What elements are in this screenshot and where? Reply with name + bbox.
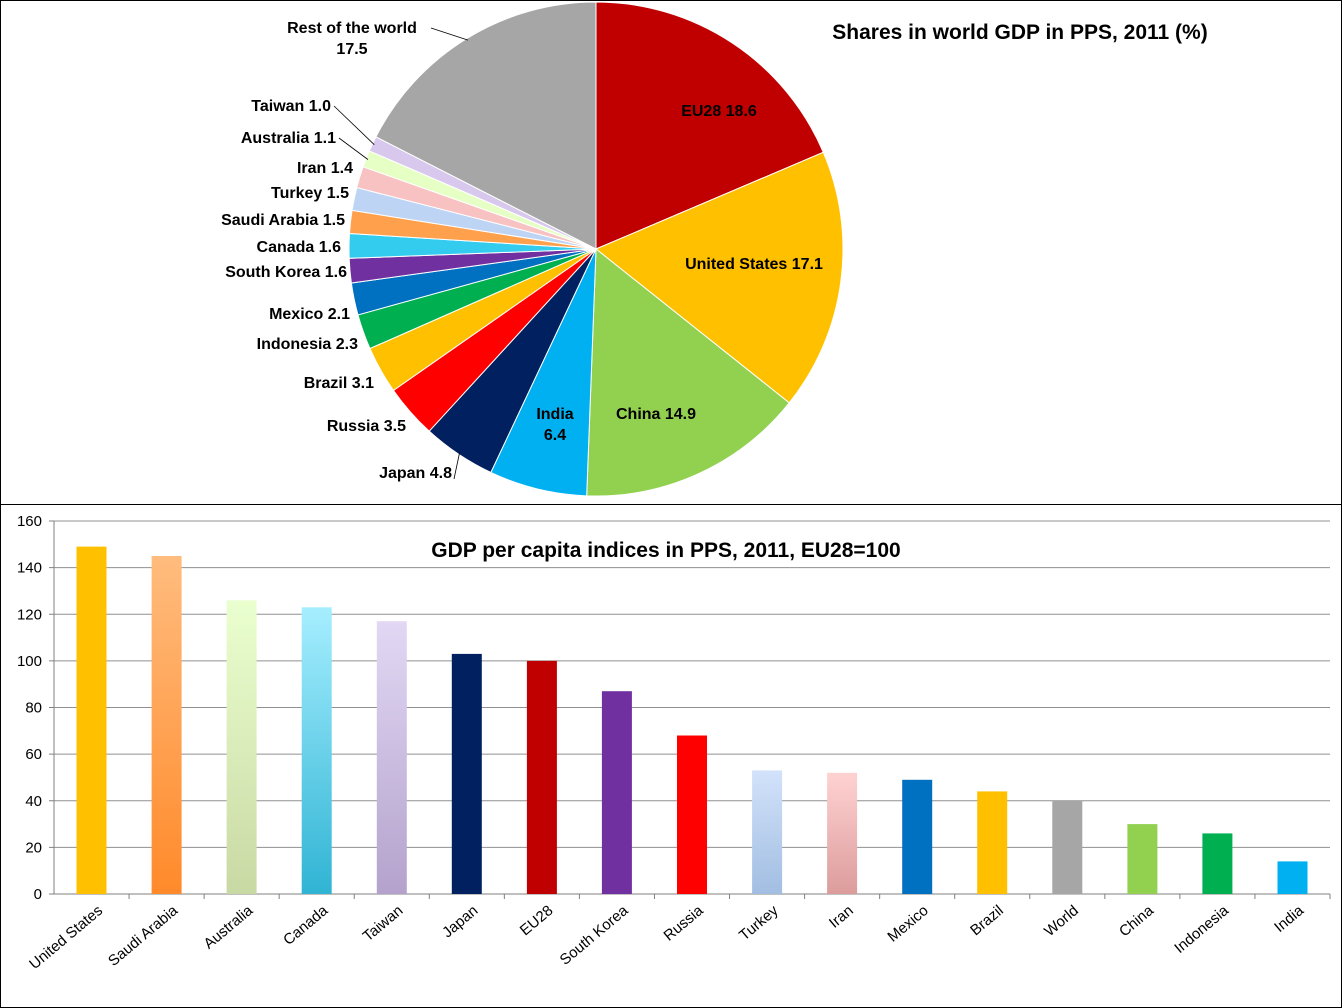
x-tick-label-united-states: United States [26,902,106,973]
bar-eu28 [526,660,557,894]
pie-chart-panel: Shares in world GDP in PPS, 2011 (%) EU2… [0,0,1342,505]
pie-label-eu28: EU28 18.6 [681,103,757,120]
bar-taiwan [376,621,407,894]
y-tick-label: 120 [17,606,42,623]
x-tick-label-eu28: EU28 [517,902,557,939]
pie-label-mexico: Mexico 2.1 [269,306,350,323]
bar-indonesia [1202,833,1233,894]
pie-leader-line-australia [338,137,369,160]
x-tick-label-canada: Canada [280,902,332,949]
bar-canada [301,607,332,894]
pie-label-canada: Canada 1.6 [257,239,342,256]
x-tick-label-world: World [1041,902,1082,940]
pie-chart-title: Shares in world GDP in PPS, 2011 (%) [832,21,1207,44]
pie-slice-rest-of-the-world [375,1,597,250]
x-tick-label-indonesia: Indonesia [1171,902,1232,957]
bar-mexico [902,779,933,894]
y-tick-label: 0 [34,886,42,903]
x-tick-label-china: China [1116,902,1157,941]
bar-chart: 0 20 40 60 80 100 120 140 160 United StatesSaudi… [17,513,1331,973]
x-tick-label-australia: Australia [201,902,257,953]
y-tick-label: 100 [17,653,42,670]
bar-saudi-arabia [151,556,182,894]
pie-slice-eu28 [595,1,824,250]
bar-brazil [977,791,1008,894]
bar-australia [226,600,257,894]
x-tick-label-japan: Japan [439,902,481,941]
x-tick-label-brazil: Brazil [967,902,1007,939]
pie-label-china: China 14.9 [616,406,696,423]
pie-leader-line-rest-of-the-world [430,27,469,41]
pie-leader-line-taiwan [333,105,375,145]
y-tick-label: 140 [17,560,42,577]
y-tick-label: 40 [25,793,42,810]
pie-label-united-states: United States 17.1 [685,256,823,273]
pie-label-turkey: Turkey 1.5 [271,185,349,202]
bar-south-korea [601,691,632,894]
x-tick-label-saudi-arabia: Saudi Arabia [105,902,182,970]
bar-china [1127,824,1158,894]
x-tick-label-turkey: Turkey [736,902,782,944]
pie-label-rest-of-the-world: Rest of the world 17.5 [287,20,417,58]
x-tick-label-india: India [1271,902,1307,936]
bar-russia [677,735,707,894]
pie-label-saudi-arabia: Saudi Arabia 1.5 [221,212,345,229]
pie-label-indonesia: Indonesia 2.3 [257,336,358,353]
bar-chart-title: GDP per capita indices in PPS, 2011, EU2… [431,539,900,562]
pie-label-japan: Japan 4.8 [379,465,452,482]
x-tick-label-iran: Iran [826,902,857,932]
pie-label-russia: Russia 3.5 [327,418,406,435]
bar-united-states [76,546,107,894]
y-tick-label: 160 [17,513,42,530]
bar-turkey [752,770,783,894]
x-tick-label-taiwan: Taiwan [360,902,407,945]
pie-label-australia: Australia 1.1 [241,130,336,147]
y-tick-label: 60 [25,746,42,763]
bar-japan [451,653,482,894]
bar-world [1052,800,1083,895]
pie-label-iran: Iran 1.4 [297,160,353,177]
pie-label-india: India 6.4 [536,406,573,444]
x-tick-label-south-korea: South Korea [557,902,632,969]
x-tick-label-russia: Russia [661,902,708,945]
bar-chart-panel: 0 20 40 60 80 100 120 140 160 United States Saudi… [0,504,1342,1008]
y-tick-label: 80 [25,700,42,717]
pie-chart: Shares in world GDP in PPS, 2011 (%) EU2… [221,1,1208,497]
x-tick-label-mexico: Mexico [884,902,931,946]
bar-india [1277,861,1308,894]
pie-slice-united-states [595,151,844,404]
pie-leader-line-japan [453,452,460,480]
pie-label-brazil: Brazil 3.1 [304,375,374,392]
pie-slice-china [586,247,790,497]
bar-iran [827,772,858,894]
y-tick-label: 20 [25,839,42,856]
pie-label-south-korea: South Korea 1.6 [225,264,347,281]
pie-label-taiwan: Taiwan 1.0 [251,98,331,115]
